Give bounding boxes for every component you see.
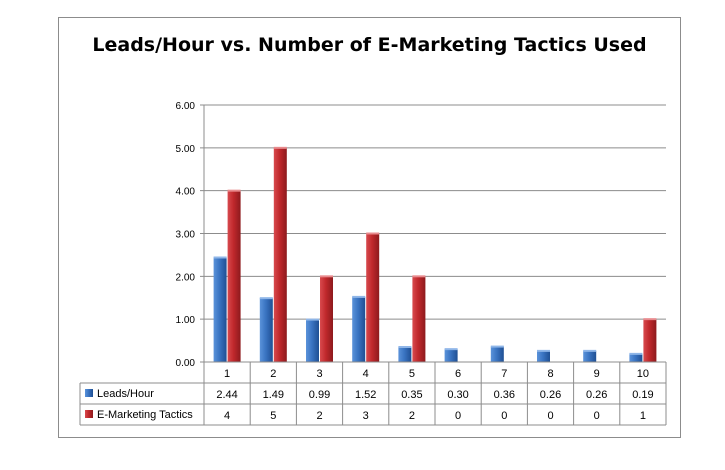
legend-key: [85, 389, 93, 397]
bar-e-marketing-tactics: [366, 233, 380, 362]
x-category-label: 6: [455, 368, 461, 380]
bar-top: [306, 318, 319, 321]
data-table-value: 0.26: [586, 389, 607, 401]
x-category-label: 3: [316, 368, 322, 380]
bar-leads-per-hour: [259, 298, 273, 362]
data-table-value: 0: [501, 410, 507, 422]
data-table-value: 0.30: [447, 389, 468, 401]
x-category-label: 9: [594, 368, 600, 380]
y-tick-label: 2.00: [176, 272, 196, 283]
x-category-label: 2: [270, 368, 276, 380]
chart-area: [58, 17, 681, 438]
chart-title: Leads/Hour vs. Number of E-Marketing Tac…: [92, 34, 647, 56]
x-category-label: 1: [224, 368, 230, 380]
bar-leads-per-hour: [213, 257, 227, 362]
y-tick-label: 5.00: [176, 144, 196, 155]
x-category-label: 8: [547, 368, 553, 380]
y-tick-label: 1.00: [176, 315, 196, 326]
data-table-value: 0.35: [401, 389, 422, 401]
x-category-label: 10: [637, 368, 649, 380]
data-table-value: 2: [316, 410, 322, 422]
data-table-value: 0.36: [494, 389, 515, 401]
data-table-value: 0: [594, 410, 600, 422]
y-tick-label: 6.00: [176, 101, 196, 112]
bar-top: [213, 256, 227, 259]
data-table-value: 0.19: [632, 389, 653, 401]
x-category-label: 5: [409, 368, 415, 380]
bar-top: [320, 275, 333, 278]
data-table-value: 0: [455, 410, 461, 422]
y-tick-label: 0.00: [176, 358, 196, 369]
x-category-label: 4: [363, 368, 369, 380]
bar-top: [444, 348, 458, 351]
legend-label: Leads/Hour: [97, 388, 154, 400]
bar-e-marketing-tactics: [643, 319, 657, 362]
bar-e-marketing-tactics: [227, 190, 241, 362]
bar-leads-per-hour: [306, 319, 319, 362]
y-tick-label: 3.00: [176, 230, 196, 241]
bar-leads-per-hour: [398, 347, 412, 362]
bar-top: [643, 318, 657, 321]
data-table-value: 2: [409, 410, 415, 422]
bar-top: [490, 345, 504, 348]
data-table-value: 5: [270, 410, 276, 422]
bar-leads-per-hour: [583, 350, 597, 362]
bar-top: [366, 232, 380, 235]
bar-top: [412, 275, 426, 278]
legend-key: [85, 410, 93, 418]
bars: [213, 146, 657, 362]
data-table-value: 1: [640, 410, 646, 422]
bar-top: [259, 297, 273, 300]
bar-top: [273, 146, 287, 149]
data-table-value: 3: [363, 410, 369, 422]
bar-top: [583, 349, 597, 352]
bar-top: [227, 189, 241, 192]
bar-leads-per-hour: [537, 350, 550, 362]
bar-e-marketing-tactics: [273, 147, 287, 362]
bar-leads-per-hour: [352, 296, 366, 362]
bar-e-marketing-tactics: [320, 276, 333, 362]
data-table-value: 4: [224, 410, 230, 422]
data-table-value: 2.44: [216, 389, 237, 401]
bar-top: [537, 349, 550, 352]
bar-top: [398, 346, 412, 349]
x-category-label: 7: [501, 368, 507, 380]
data-table-value: 1.49: [263, 389, 284, 401]
data-table-value: 0.99: [309, 389, 330, 401]
legend-label: E-Marketing Tactics: [97, 409, 193, 421]
data-table-value: 0: [547, 410, 553, 422]
bar-leads-per-hour: [629, 353, 643, 362]
bar-leads-per-hour: [490, 346, 504, 362]
bar-leads-per-hour: [444, 349, 458, 362]
data-table-value: 1.52: [355, 389, 376, 401]
y-tick-label: 4.00: [176, 187, 196, 198]
bar-e-marketing-tactics: [412, 276, 426, 362]
y-axis-tick-labels: 0.00 1.00 2.00 3.00 4.00 5.00 6.00: [176, 101, 196, 369]
bar-top: [629, 352, 643, 355]
data-table-value: 0.26: [540, 389, 561, 401]
bar-top: [352, 295, 366, 298]
